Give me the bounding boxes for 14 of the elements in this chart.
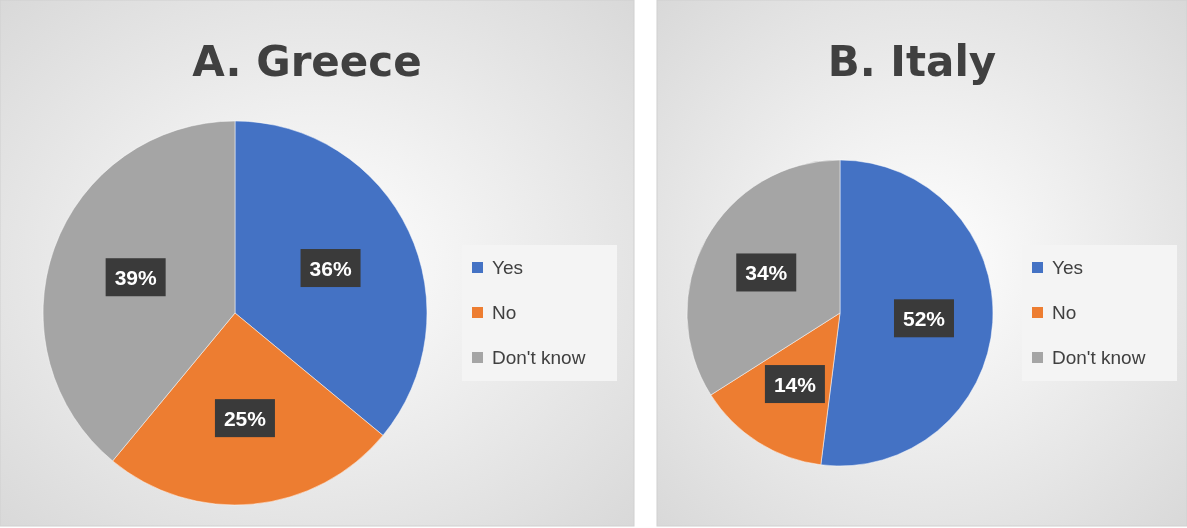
chart-title: B. Italy	[827, 37, 997, 86]
legend-label: No	[1052, 302, 1077, 323]
data-label: 14%	[773, 373, 817, 397]
chart-title: A. Greece	[192, 37, 422, 86]
legend-label: Don't know	[1052, 347, 1146, 368]
data-label: 34%	[745, 261, 788, 285]
slice-label: Yes	[492, 257, 523, 278]
data-label: 39%	[114, 266, 157, 290]
slice-label: Yes	[1052, 257, 1083, 278]
legend-label: Don't know	[492, 347, 586, 368]
data-label: 52%	[902, 307, 946, 331]
data-label: 36%	[309, 257, 352, 281]
data-label: 25%	[223, 407, 267, 431]
legend-label: No	[492, 302, 517, 323]
